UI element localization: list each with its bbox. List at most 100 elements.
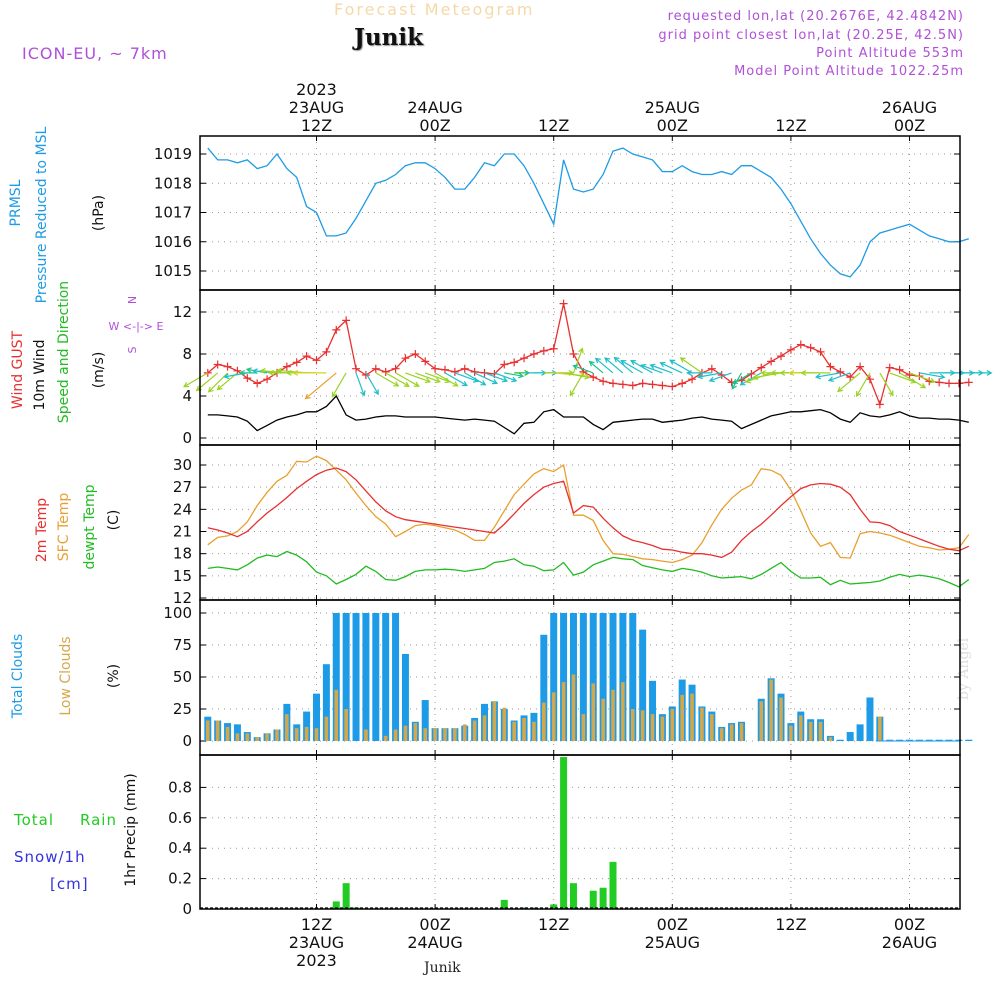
wind-direction-arrow (405, 372, 432, 384)
total-clouds-bar (589, 613, 597, 741)
total-clouds-bar (649, 680, 657, 741)
pressure-ytick-label: 1018 (154, 174, 192, 192)
wind-direction-arrow (909, 372, 936, 384)
low-clouds-bar (393, 729, 398, 741)
low-clouds-bar (423, 728, 428, 741)
top-time-label: 23AUG (289, 98, 344, 117)
temperature-ytick-label: 15 (173, 567, 192, 585)
low-clouds-bar (779, 697, 783, 741)
rain-bar (589, 890, 597, 909)
bottom-time-label: 12Z (301, 915, 332, 934)
wind-direction-arrow (630, 359, 653, 374)
grid-point-coordinates: grid point closest lon,lat (20.25E, 42.5… (658, 28, 964, 43)
temperature-frame (199, 444, 961, 601)
total-clouds-bar (896, 739, 904, 741)
total-clouds-bar (401, 653, 409, 741)
prmsl-line (207, 147, 969, 278)
wind-gust-marker (421, 357, 430, 366)
wind-gust-marker (253, 379, 262, 388)
wind-direction-arrow (183, 372, 209, 388)
rain-bar (342, 883, 350, 909)
total-clouds-bar (362, 613, 370, 741)
total-clouds-bar (965, 739, 973, 741)
wind-gust-marker (312, 356, 321, 365)
wind-gust-marker (836, 367, 845, 376)
wind-direction-arrow (292, 369, 327, 376)
wind-direction-arrow (484, 372, 509, 383)
top-time-label: 12Z (538, 116, 569, 135)
bottom-time-label: 2023 (296, 951, 337, 970)
location-title: Junik (354, 24, 423, 51)
pressure-ytick-label: 1016 (154, 233, 192, 251)
low-clouds-bar (769, 679, 773, 741)
precipitation-ytick-label: 0.8 (168, 778, 192, 796)
precipitation-ytick-label: 0.6 (168, 809, 192, 827)
total-clouds-bar (935, 739, 943, 741)
low-clouds-bar (433, 728, 437, 741)
wind-gust-marker (816, 347, 825, 356)
wind-gust-marker (618, 380, 627, 389)
rain-bar (560, 757, 568, 909)
low-clouds-bar (571, 674, 576, 741)
total-clouds-bar (945, 739, 953, 741)
wind-direction-arrow (474, 372, 499, 385)
total-clouds-bar (629, 613, 637, 741)
rain-bar (500, 899, 508, 909)
bottom-time-label: 25AUG (645, 933, 700, 952)
wind-direction-arrow (837, 372, 861, 393)
total-clouds-bar (332, 613, 340, 741)
wind-gust-marker (609, 379, 617, 388)
2m-temp-line (207, 467, 970, 559)
low-clouds-bar (542, 702, 546, 741)
temperature-ytick-label: 12 (173, 589, 192, 607)
low-clouds-bar (739, 723, 744, 741)
wind-gust-marker (460, 364, 469, 373)
wind-direction-arrow (223, 372, 248, 380)
temp-unit-label: (C) (106, 510, 122, 531)
wind-gust-marker (806, 343, 815, 352)
wind-direction-arrow (604, 357, 624, 374)
wind-direction-arrow (752, 372, 782, 380)
low-clouds-bar (285, 714, 289, 741)
pressure-ytick-label: 1017 (154, 204, 192, 222)
wind-gust-marker (263, 375, 272, 384)
bottom-time-label: 12Z (538, 915, 569, 934)
wind-gust-marker (510, 358, 519, 367)
total-clouds-bar (886, 739, 894, 741)
total-clouds-bar (421, 700, 429, 741)
wind-direction-arrow (331, 372, 347, 398)
wind-direction-arrow (814, 372, 841, 380)
temperature-ytick-label: 21 (173, 523, 192, 541)
clouds-ytick-label: 75 (173, 636, 192, 654)
wind-gust-marker (865, 375, 874, 384)
wind-direction-arrow (640, 363, 663, 374)
temperature-ytick-label: 27 (173, 478, 192, 496)
precip-rain-label: Rain (80, 811, 117, 829)
low-clouds-bar (324, 716, 329, 741)
top-time-label: 2023 (296, 80, 337, 99)
wind-direction-arrow (365, 372, 379, 396)
bottom-time-label: 00Z (657, 915, 688, 934)
total-clouds-bar (609, 613, 617, 741)
precip-total-label: Total (13, 811, 54, 829)
bottom-time-label: 24AUG (407, 933, 462, 952)
wind-gust-marker (450, 367, 459, 376)
low-clouds-bar (601, 698, 605, 741)
wind-gust-marker (539, 346, 548, 355)
wind-gust-marker (470, 367, 479, 376)
wind-direction-arrow (434, 372, 459, 387)
wind-ytick-label: 8 (182, 345, 192, 363)
wind-gust-marker (213, 360, 222, 369)
wind-gust-marker (895, 365, 904, 374)
total-clouds-bar (382, 613, 390, 741)
precip-unit-label: 1hr Precip (mm) (123, 773, 139, 886)
wind-gust-marker (826, 362, 835, 371)
total-clouds-bar (540, 634, 548, 741)
low-clouds-bar (265, 733, 269, 741)
wind-ytick-label: 12 (173, 303, 192, 321)
wind-gust-marker (342, 316, 351, 325)
top-time-label: 24AUG (407, 98, 462, 117)
wind-direction-arrow (968, 369, 993, 376)
low-clouds-bar (710, 714, 714, 741)
wind-gust-marker (411, 350, 420, 358)
